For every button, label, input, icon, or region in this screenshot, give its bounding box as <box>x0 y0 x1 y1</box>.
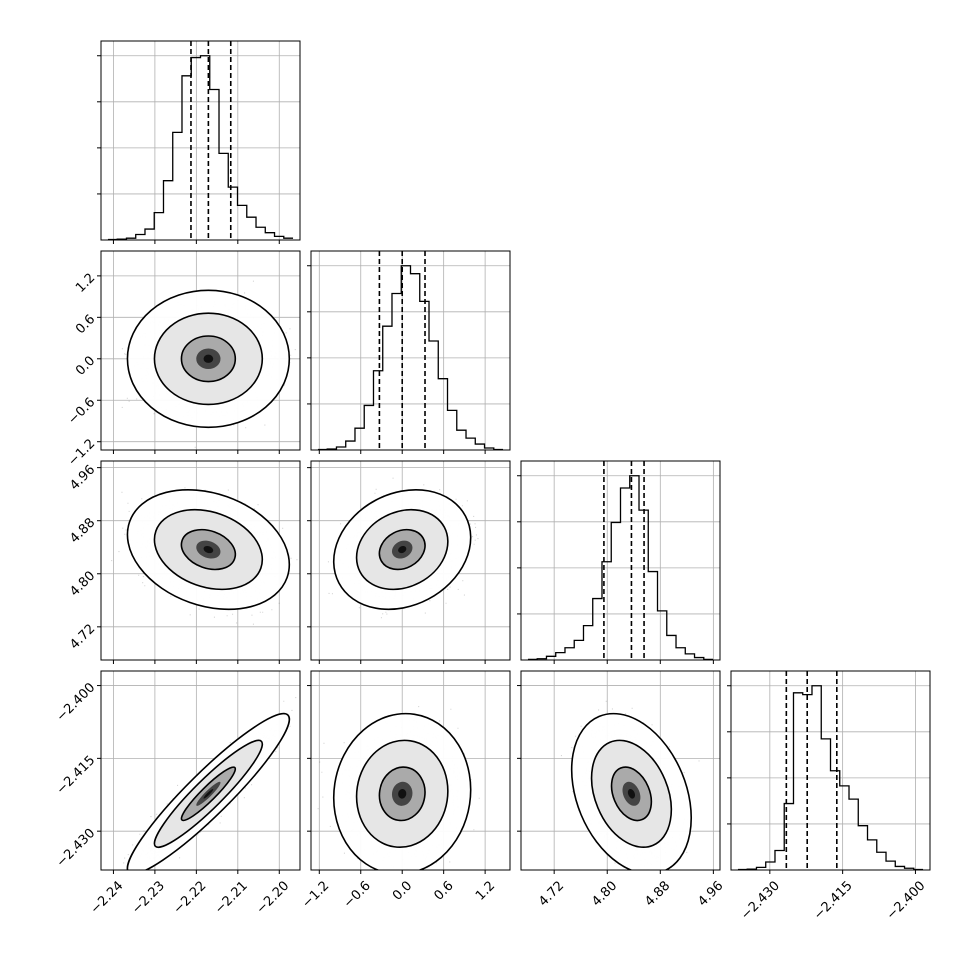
xtick-label-1-4: 1.2 <box>473 878 498 903</box>
xtick-label-1-2: 0.0 <box>390 878 415 903</box>
contour-3-2-0 <box>610 766 653 822</box>
hist-panel-2 <box>517 460 721 661</box>
ytick-label-1-4: 1.2 <box>73 271 98 296</box>
scatter-panel-3-1 <box>310 670 511 871</box>
scatter-cloud-3-2 <box>560 700 700 870</box>
xtick-label-0-0: −2.24 <box>88 878 127 917</box>
scatter-cloud-1-0 <box>121 280 296 448</box>
ytick-label-1-1: −0.6 <box>65 395 98 428</box>
ytick-label-1-0: −1.2 <box>65 436 98 469</box>
contour-3-1-1 <box>355 739 449 849</box>
contour-2-0-1 <box>153 508 264 591</box>
density-shade-3-1-4 <box>398 788 407 799</box>
hist-steps-0 <box>107 55 294 241</box>
scatter-cloud-2-1 <box>327 477 479 619</box>
contour-2-1-1 <box>355 508 449 591</box>
xtick-label-1-1: −0.6 <box>341 878 374 911</box>
scatter-panel-2-1 <box>310 460 511 661</box>
panel-frame-3-1 <box>310 670 511 871</box>
ytick-label-2-1: 4.80 <box>67 568 98 599</box>
xtick-label-0-3: −2.21 <box>212 878 251 917</box>
panel-frame-2-0 <box>100 460 301 661</box>
xtick-label-2-0: 4.72 <box>536 878 567 909</box>
panel-frame-1-0 <box>100 250 301 451</box>
contour-3-1-0 <box>378 766 426 822</box>
contour-2-1-2 <box>332 488 472 611</box>
xtick-label-1-0: −1.2 <box>299 878 332 911</box>
contour-2-0-2 <box>126 488 291 611</box>
ytick-label-1-2: 0.0 <box>73 353 98 378</box>
density-shade-2-1-4 <box>398 545 407 554</box>
ytick-label-2-3: 4.96 <box>67 462 98 493</box>
scatter-panel-3-0 <box>100 670 301 871</box>
scatter-cloud-3-1 <box>317 706 480 870</box>
ytick-label-3-1: −2.415 <box>54 753 99 798</box>
contour-1-0-1 <box>153 312 264 406</box>
ytick-label-2-0: 4.72 <box>67 622 98 653</box>
ytick-label-3-2: −2.400 <box>54 680 99 725</box>
panel-frame-3-2 <box>520 670 721 871</box>
panel-frame-3-0 <box>100 670 301 871</box>
scatter-panel-2-0 <box>100 460 301 661</box>
scatter-panel-1-0 <box>100 250 301 451</box>
xtick-label-2-3: 4.96 <box>695 878 726 909</box>
hist-frame-2 <box>520 460 721 661</box>
hist-frame-0 <box>100 40 301 241</box>
hist-steps-1 <box>317 265 504 451</box>
panel-frame-2-1 <box>310 460 511 661</box>
contour-2-1-0 <box>378 528 426 571</box>
xtick-label-3-1: −2.415 <box>811 878 856 923</box>
hist-frame-3 <box>730 670 931 871</box>
xtick-label-2-2: 4.88 <box>642 878 673 909</box>
density-shade-2-0-4 <box>203 545 214 554</box>
scatter-cloud-3-0 <box>123 697 297 870</box>
ytick-label-2-2: 4.88 <box>67 515 98 546</box>
xtick-label-1-3: 0.6 <box>431 878 456 903</box>
hist-steps-3 <box>737 685 924 871</box>
hist-frame-1 <box>310 250 511 451</box>
density-shade-3-2-4 <box>627 788 636 799</box>
contour-3-1-2 <box>332 712 472 870</box>
contour-3-2-2 <box>570 712 693 870</box>
xtick-label-0-2: −2.22 <box>171 878 210 917</box>
contour-3-0-1 <box>153 739 264 849</box>
contour-1-0-0 <box>180 335 237 383</box>
xtick-label-3-0: −2.430 <box>738 878 783 923</box>
scatter-panel-3-2 <box>520 670 721 871</box>
hist-steps-2 <box>527 475 714 661</box>
hist-panel-1 <box>307 250 511 451</box>
xtick-label-0-4: −2.20 <box>254 878 293 917</box>
ytick-label-1-3: 0.6 <box>73 312 98 337</box>
ytick-label-3-0: −2.430 <box>54 826 99 871</box>
xtick-label-0-1: −2.23 <box>129 878 168 917</box>
density-shade-3-0-4 <box>203 788 214 799</box>
hist-panel-3 <box>727 670 931 871</box>
density-shade-1-0-4 <box>203 354 214 363</box>
contour-3-2-1 <box>590 739 673 849</box>
xtick-label-2-1: 4.80 <box>589 878 620 909</box>
contour-3-0-0 <box>180 766 237 822</box>
contour-1-0-2 <box>126 289 291 429</box>
hist-panel-0 <box>97 40 301 241</box>
contour-3-0-2 <box>126 712 291 870</box>
xtick-label-3-2: −2.400 <box>884 878 929 923</box>
contour-2-0-0 <box>180 528 237 571</box>
scatter-cloud-2-0 <box>111 487 298 625</box>
